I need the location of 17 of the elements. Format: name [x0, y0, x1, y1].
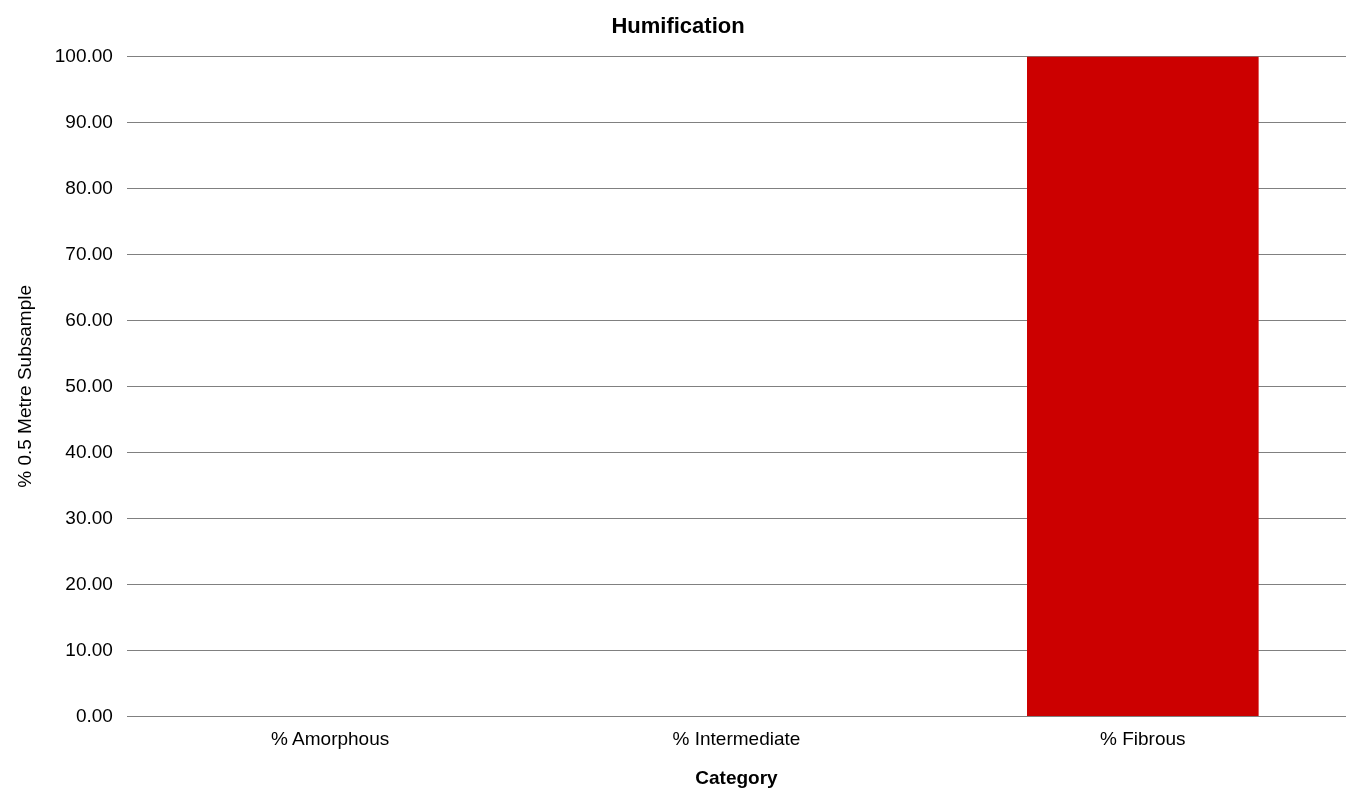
- y-tick-label: 60.00: [65, 308, 113, 330]
- chart-title: Humification: [611, 13, 745, 39]
- y-tick-label: 20.00: [65, 572, 113, 594]
- y-tick-label: 90.00: [65, 110, 113, 132]
- y-axis-title: % 0.5 Metre Subsample: [13, 285, 35, 488]
- x-tick-label: % Intermediate: [672, 728, 801, 750]
- x-axis-title: Category: [695, 766, 779, 788]
- y-tick-label: 40.00: [65, 440, 113, 462]
- y-tick-label: 30.00: [65, 506, 113, 528]
- y-tick-label: 70.00: [65, 242, 113, 264]
- y-tick-label: 80.00: [65, 176, 113, 198]
- y-tick-label: 10.00: [65, 638, 113, 660]
- y-tick-label: 0.00: [75, 704, 113, 726]
- y-tick-label: 50.00: [65, 374, 113, 396]
- x-tick-label: % Amorphous: [270, 728, 390, 750]
- x-tick-label: % Fibrous: [1100, 728, 1186, 750]
- y-tick-label: 100.00: [54, 44, 113, 66]
